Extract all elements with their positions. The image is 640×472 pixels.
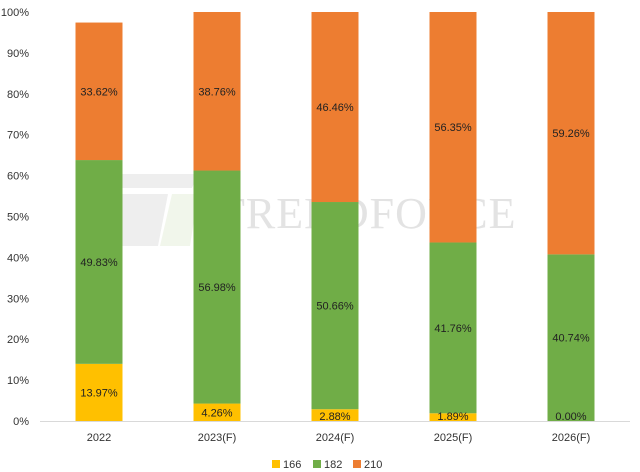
x-tick-label: 2024(F) [316,432,355,444]
legend-label-182: 182 [324,459,342,471]
bar-segment-210-3 [429,12,477,243]
y-tick-label: 0% [13,416,29,428]
data-label-210-0: 33.62% [80,86,118,98]
data-label-182-1: 56.98% [198,282,236,294]
bar-segment-182-0 [75,160,123,364]
y-tick-label: 10% [7,375,29,387]
y-tick-label: 40% [7,252,29,264]
bar-segment-166-0 [75,363,123,421]
bar-segment-182-3 [429,242,477,414]
y-tick-label: 60% [7,171,29,183]
data-label-210-1: 38.76% [198,86,236,98]
bar-segment-166-1 [193,403,241,421]
data-label-182-2: 50.66% [316,301,354,313]
data-label-210-4: 59.26% [552,128,590,140]
bar-segment-182-4 [547,254,595,421]
bar-segment-210-4 [547,12,595,255]
legend-swatch-210 [353,460,361,468]
y-tick-label: 20% [7,334,29,346]
bar-segment-166-3 [429,413,477,421]
x-tick-label: 2025(F) [434,432,473,444]
data-label-166-0: 13.97% [80,387,118,399]
bar-segment-210-0 [75,22,123,161]
y-tick-label: 90% [7,48,29,60]
data-label-166-4: 0.00% [555,411,586,423]
y-tick-label: 30% [7,293,29,305]
y-tick-label: 50% [7,212,29,224]
data-label-182-3: 41.76% [434,323,472,335]
data-label-210-2: 46.46% [316,102,354,114]
legend-label-210: 210 [364,459,382,471]
bar-segment-182-2 [311,202,359,410]
bar-segment-182-1 [193,170,241,404]
data-label-166-2: 2.88% [319,411,350,423]
data-label-210-3: 56.35% [434,122,472,134]
bar-segment-210-2 [311,12,359,203]
legend-label-166: 166 [283,459,301,471]
data-label-182-4: 40.74% [552,333,590,345]
data-label-182-0: 49.83% [80,257,118,269]
y-tick-label: 80% [7,89,29,101]
legend-swatch-182 [313,460,321,468]
x-tick-label: 2022 [87,432,111,444]
bar-segment-210-1 [193,12,241,171]
bar-segment-166-2 [311,409,359,421]
trendforce-logo-mark [122,174,198,246]
x-tick-label: 2023(F) [198,432,237,444]
x-tick-label: 2026(F) [552,432,591,444]
y-tick-label: 100% [1,7,29,19]
data-label-166-1: 4.26% [201,407,232,419]
data-label-166-3: 1.89% [437,411,468,423]
y-tick-label: 70% [7,130,29,142]
legend-swatch-166 [272,460,280,468]
